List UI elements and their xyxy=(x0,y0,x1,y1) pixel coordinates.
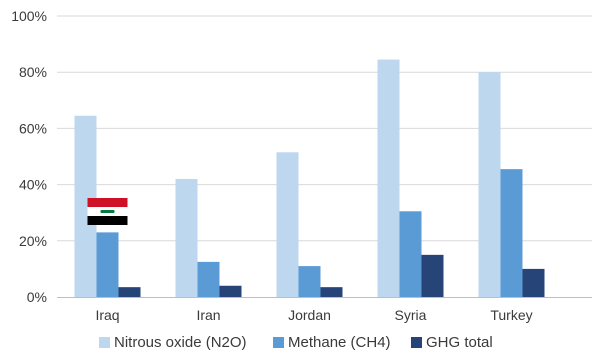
y-axis-ticks: 0% 20% 40% 60% 80% 100% xyxy=(11,8,47,305)
legend-label: Nitrous oxide (N2O) xyxy=(114,334,247,351)
bar-methane-ch4-turkey xyxy=(500,169,523,297)
legend-swatch xyxy=(99,337,110,348)
iraq-flag-icon xyxy=(87,198,128,225)
y-tick-label: 0% xyxy=(27,289,47,305)
bar-methane-ch4-iran xyxy=(197,261,220,297)
bar-nitrous-oxide-n2o-syria xyxy=(377,59,400,298)
legend: Nitrous oxide (N2O) Methane (CH4) GHG tota… xyxy=(99,334,493,351)
category-labels: Iraq Iran Jordan Syria Turkey xyxy=(95,307,532,323)
legend-swatch xyxy=(273,337,284,348)
bar-ghg-total-jordan xyxy=(320,287,343,297)
bar-nitrous-oxide-n2o-iran xyxy=(175,178,198,297)
legend-label: GHG total xyxy=(426,334,493,351)
category-label-turkey: Turkey xyxy=(490,307,532,323)
y-tick-label: 80% xyxy=(19,64,47,80)
bar-ghg-total-iraq xyxy=(118,287,141,297)
bar-ghg-total-turkey xyxy=(522,268,545,297)
bars xyxy=(74,59,545,298)
y-tick-label: 60% xyxy=(19,120,47,136)
bar-nitrous-oxide-n2o-jordan xyxy=(276,152,299,297)
y-tick-label: 100% xyxy=(11,8,47,24)
bar-ghg-total-syria xyxy=(421,254,444,297)
flag-overlay xyxy=(87,198,128,225)
legend-item-methane-ch4: Methane (CH4) xyxy=(273,334,391,351)
y-tick-label: 20% xyxy=(19,233,47,249)
bar-methane-ch4-jordan xyxy=(298,266,321,297)
y-tick-label: 40% xyxy=(19,177,47,193)
legend-label: Methane (CH4) xyxy=(288,334,391,351)
category-label-iran: Iran xyxy=(196,307,220,323)
bar-nitrous-oxide-n2o-turkey xyxy=(478,72,501,297)
legend-swatch xyxy=(411,337,422,348)
legend-item-nitrous-oxide-n2o: Nitrous oxide (N2O) xyxy=(99,334,247,351)
bar-methane-ch4-iraq xyxy=(96,232,119,297)
category-label-jordan: Jordan xyxy=(288,307,331,323)
bar-nitrous-oxide-n2o-iraq xyxy=(74,115,97,297)
category-label-syria: Syria xyxy=(395,307,427,323)
bar-methane-ch4-syria xyxy=(399,211,422,297)
legend-item-ghg-total: GHG total xyxy=(411,334,493,351)
category-label-iraq: Iraq xyxy=(95,307,119,323)
bar-ghg-total-iran xyxy=(219,285,242,297)
